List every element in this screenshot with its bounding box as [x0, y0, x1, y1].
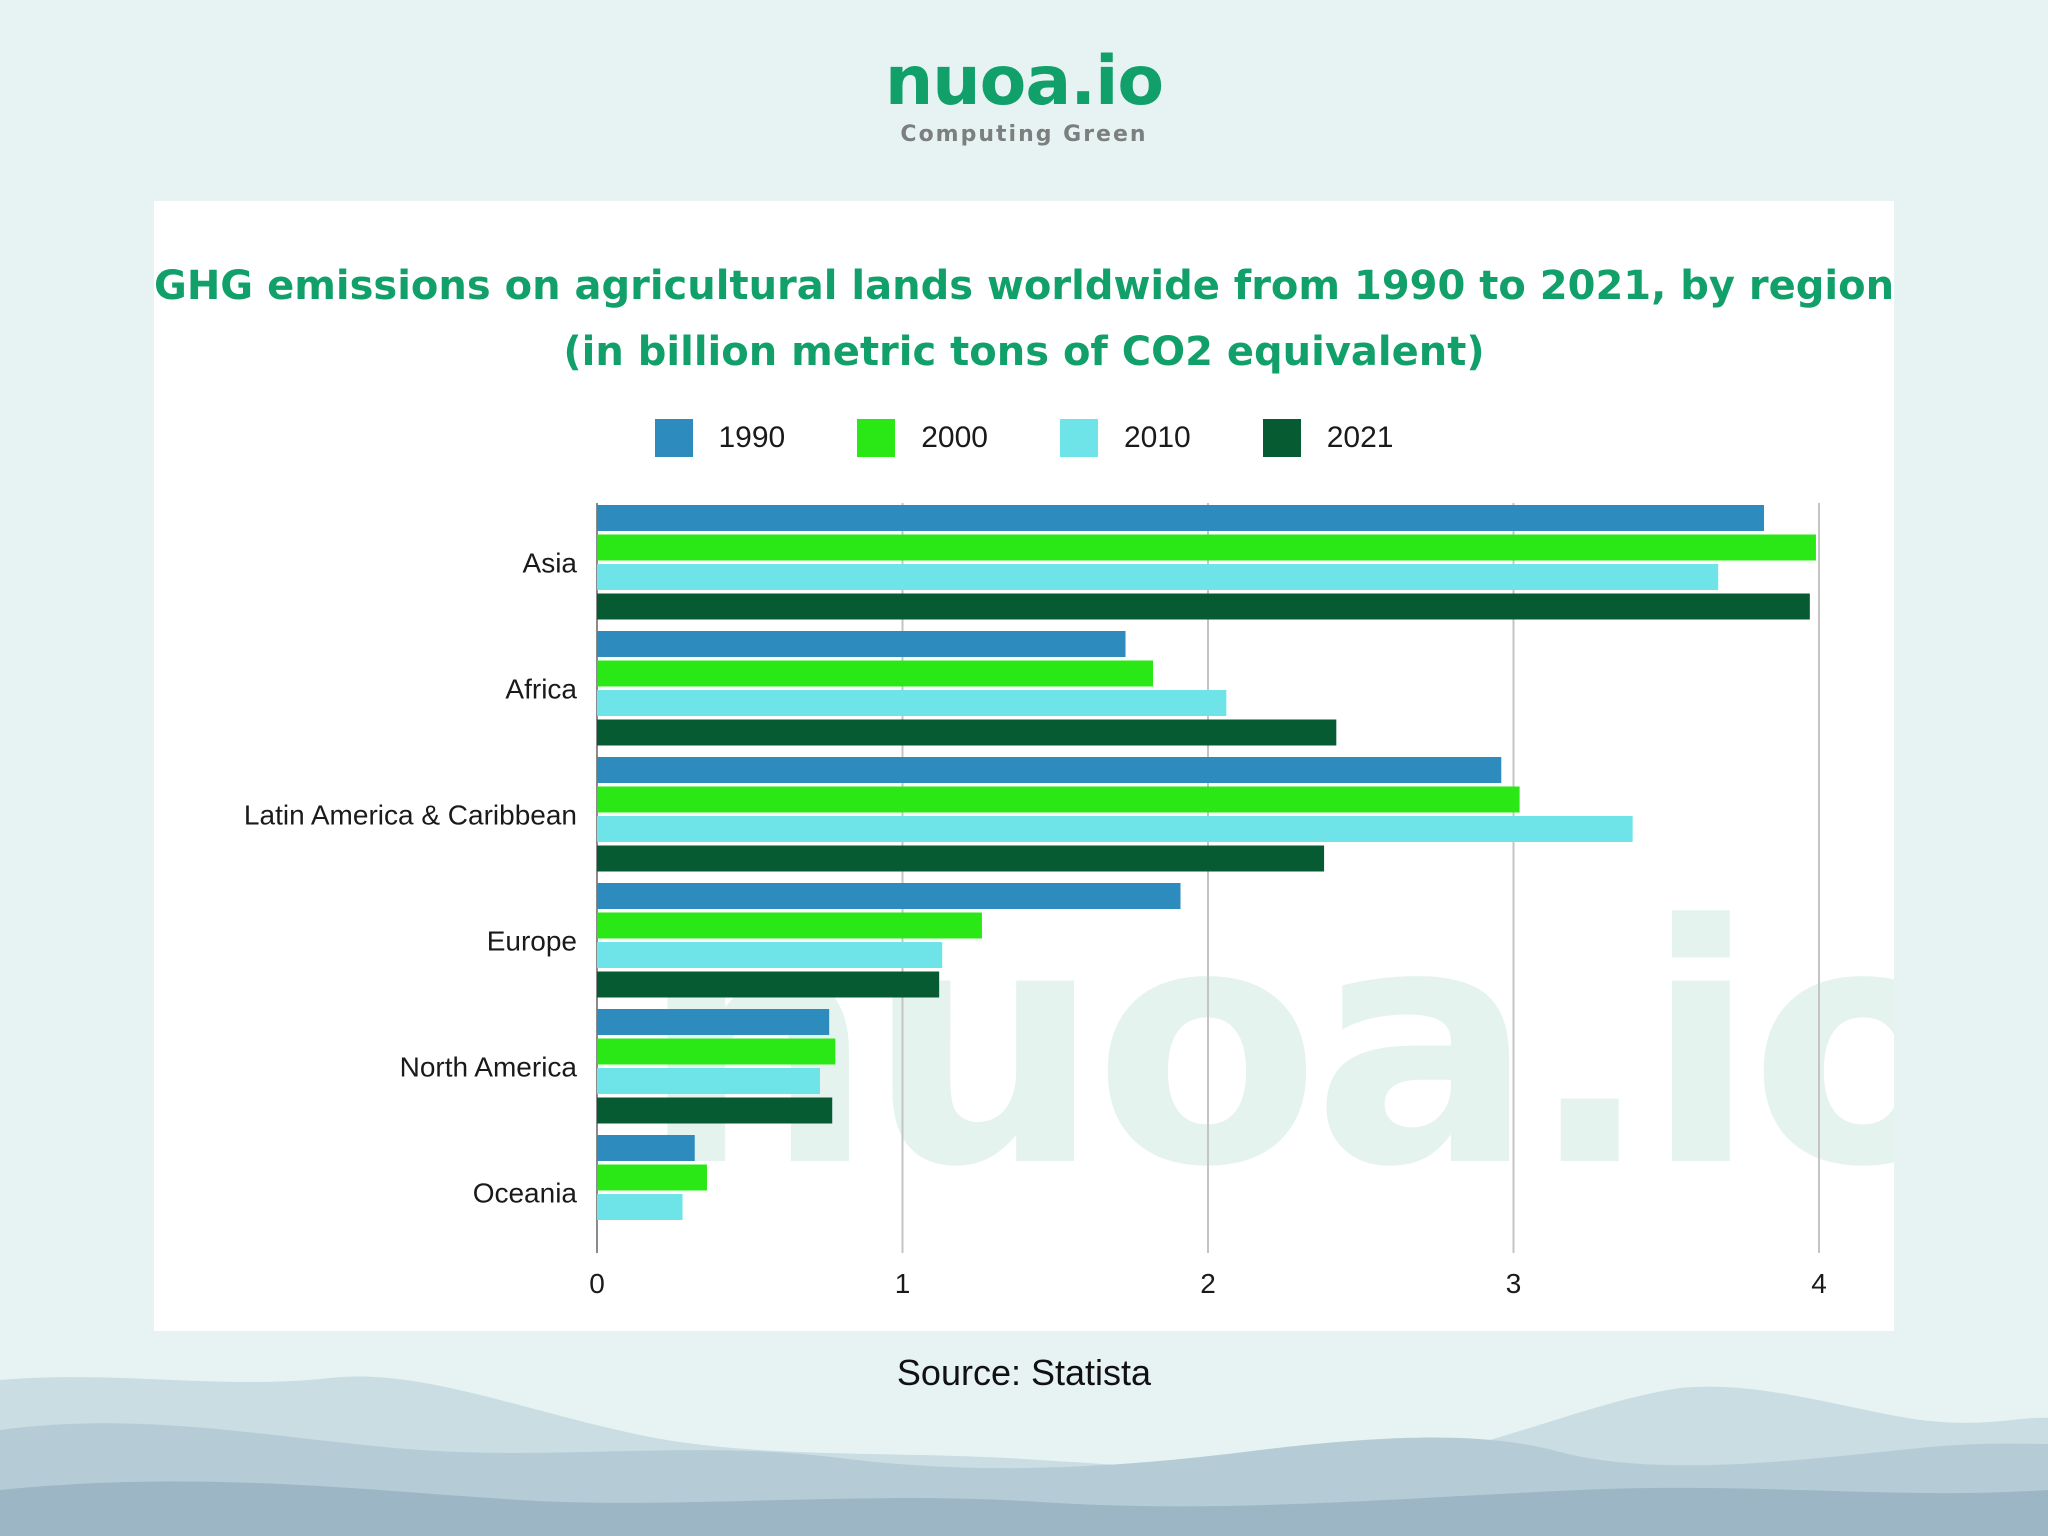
bar-2010 [597, 942, 943, 968]
category-label: North America [400, 1051, 578, 1082]
legend-swatch-2021 [1262, 419, 1301, 457]
category-label: Oceania [473, 1177, 578, 1208]
bar-2021 [597, 845, 1325, 872]
bar-2000 [597, 912, 982, 939]
bar-1990 [597, 631, 1126, 657]
legend-item-2010: 2010 [1060, 419, 1191, 457]
chart-title: GHG emissions on agricultural lands worl… [154, 263, 1895, 309]
brand-header: nuoa.io Computing Green [0, 42, 2048, 147]
bar-2000 [597, 786, 1520, 813]
category-label: Europe [487, 925, 577, 956]
legend-swatch-1990 [654, 419, 693, 457]
chart-subtitle: (in billion metric tons of CO2 equivalen… [563, 329, 1485, 375]
bar-2010 [597, 1068, 821, 1094]
category-label: Asia [523, 547, 578, 578]
bar-1990 [597, 1135, 695, 1161]
legend-item-2000: 2000 [857, 419, 988, 457]
legend-label: 2000 [921, 421, 988, 454]
legend-swatch-2010 [1060, 419, 1098, 457]
bar-1990 [597, 883, 1181, 909]
bar-1990 [597, 1009, 830, 1035]
bar-2010 [597, 564, 1719, 590]
x-tick-label: 1 [895, 1268, 911, 1299]
legend-item-1990: 1990 [654, 419, 786, 457]
bar-1990 [597, 505, 1765, 531]
bar-2000 [597, 534, 1816, 561]
legend-label: 2021 [1326, 421, 1394, 454]
mountain-background [0, 1376, 2048, 1536]
bar-2021 [597, 1097, 833, 1124]
bar-2000 [597, 1164, 707, 1191]
source-note: Source: Statista [896, 1352, 1152, 1393]
category-label: Africa [505, 673, 577, 704]
chart-legend: 1990 2000 2010 2021 [154, 419, 1894, 457]
legend-label: 2010 [1124, 421, 1191, 454]
bar-2021 [597, 971, 940, 998]
brand-tagline: Computing Green [900, 122, 1148, 147]
chart-title-block: GHG emissions on agricultural lands worl… [154, 253, 1894, 385]
bar-2010 [597, 816, 1633, 842]
x-tick-label: 0 [589, 1268, 605, 1299]
bar-2010 [597, 1194, 683, 1220]
bar-2021 [597, 593, 1810, 620]
category-label: Latin America & Caribbean [244, 799, 577, 830]
bar-1990 [597, 757, 1502, 783]
x-tick-label: 3 [1506, 1268, 1522, 1299]
bar-2010 [597, 690, 1227, 716]
bar-2021 [597, 719, 1337, 746]
chart-card: nuoa.io 0 1 2 3 4 Asia Africa Latin America & C… [154, 201, 1894, 1331]
bar-2000 [597, 660, 1154, 687]
legend-swatch-2000 [857, 419, 896, 457]
x-tick-label: 4 [1811, 1268, 1827, 1299]
brand-logo: nuoa.io [884, 42, 1164, 121]
x-tick-label: 2 [1200, 1268, 1216, 1299]
legend-item-2021: 2021 [1262, 419, 1394, 457]
legend-label: 1990 [718, 421, 786, 454]
bar-2000 [597, 1038, 836, 1065]
